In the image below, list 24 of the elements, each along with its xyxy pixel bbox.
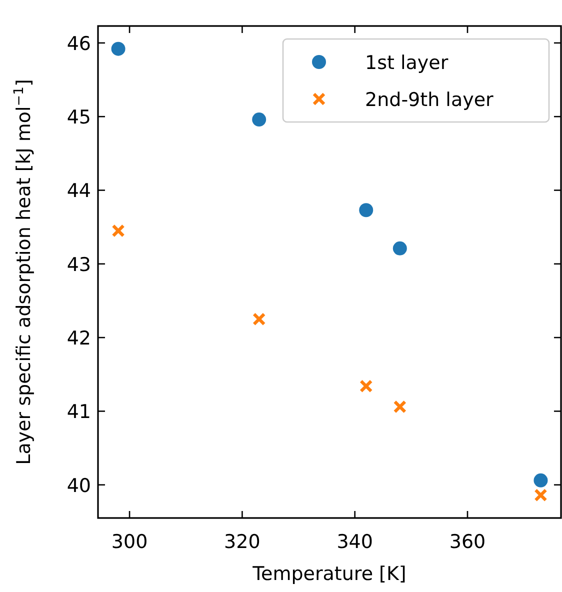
x-tick-label: 320: [224, 531, 260, 553]
point: [392, 241, 407, 256]
y-tick-label: 46: [66, 32, 91, 55]
x-axis-title: Temperature [K]: [252, 563, 406, 585]
y-tick-label: 41: [66, 401, 91, 424]
point: [112, 224, 125, 238]
point: [534, 488, 548, 502]
point: [111, 42, 126, 56]
y-tick-label: 43: [66, 254, 91, 276]
point: [359, 203, 374, 218]
x-tick-label: 340: [336, 531, 373, 553]
point: [534, 473, 548, 488]
y-tick-label: 45: [66, 106, 91, 129]
point: [393, 400, 407, 414]
legend-label: 2nd-9th layer: [365, 89, 494, 111]
legend-label: 1st layer: [365, 52, 448, 74]
point: [252, 312, 266, 326]
point: [360, 380, 373, 393]
y-tick-label: 40: [66, 474, 91, 497]
point: [252, 112, 266, 127]
y-tick-label: 42: [66, 328, 91, 350]
y-tick-label: 44: [66, 180, 91, 202]
x-tick-label: 360: [449, 531, 486, 553]
x-tick-label: 300: [111, 531, 148, 553]
